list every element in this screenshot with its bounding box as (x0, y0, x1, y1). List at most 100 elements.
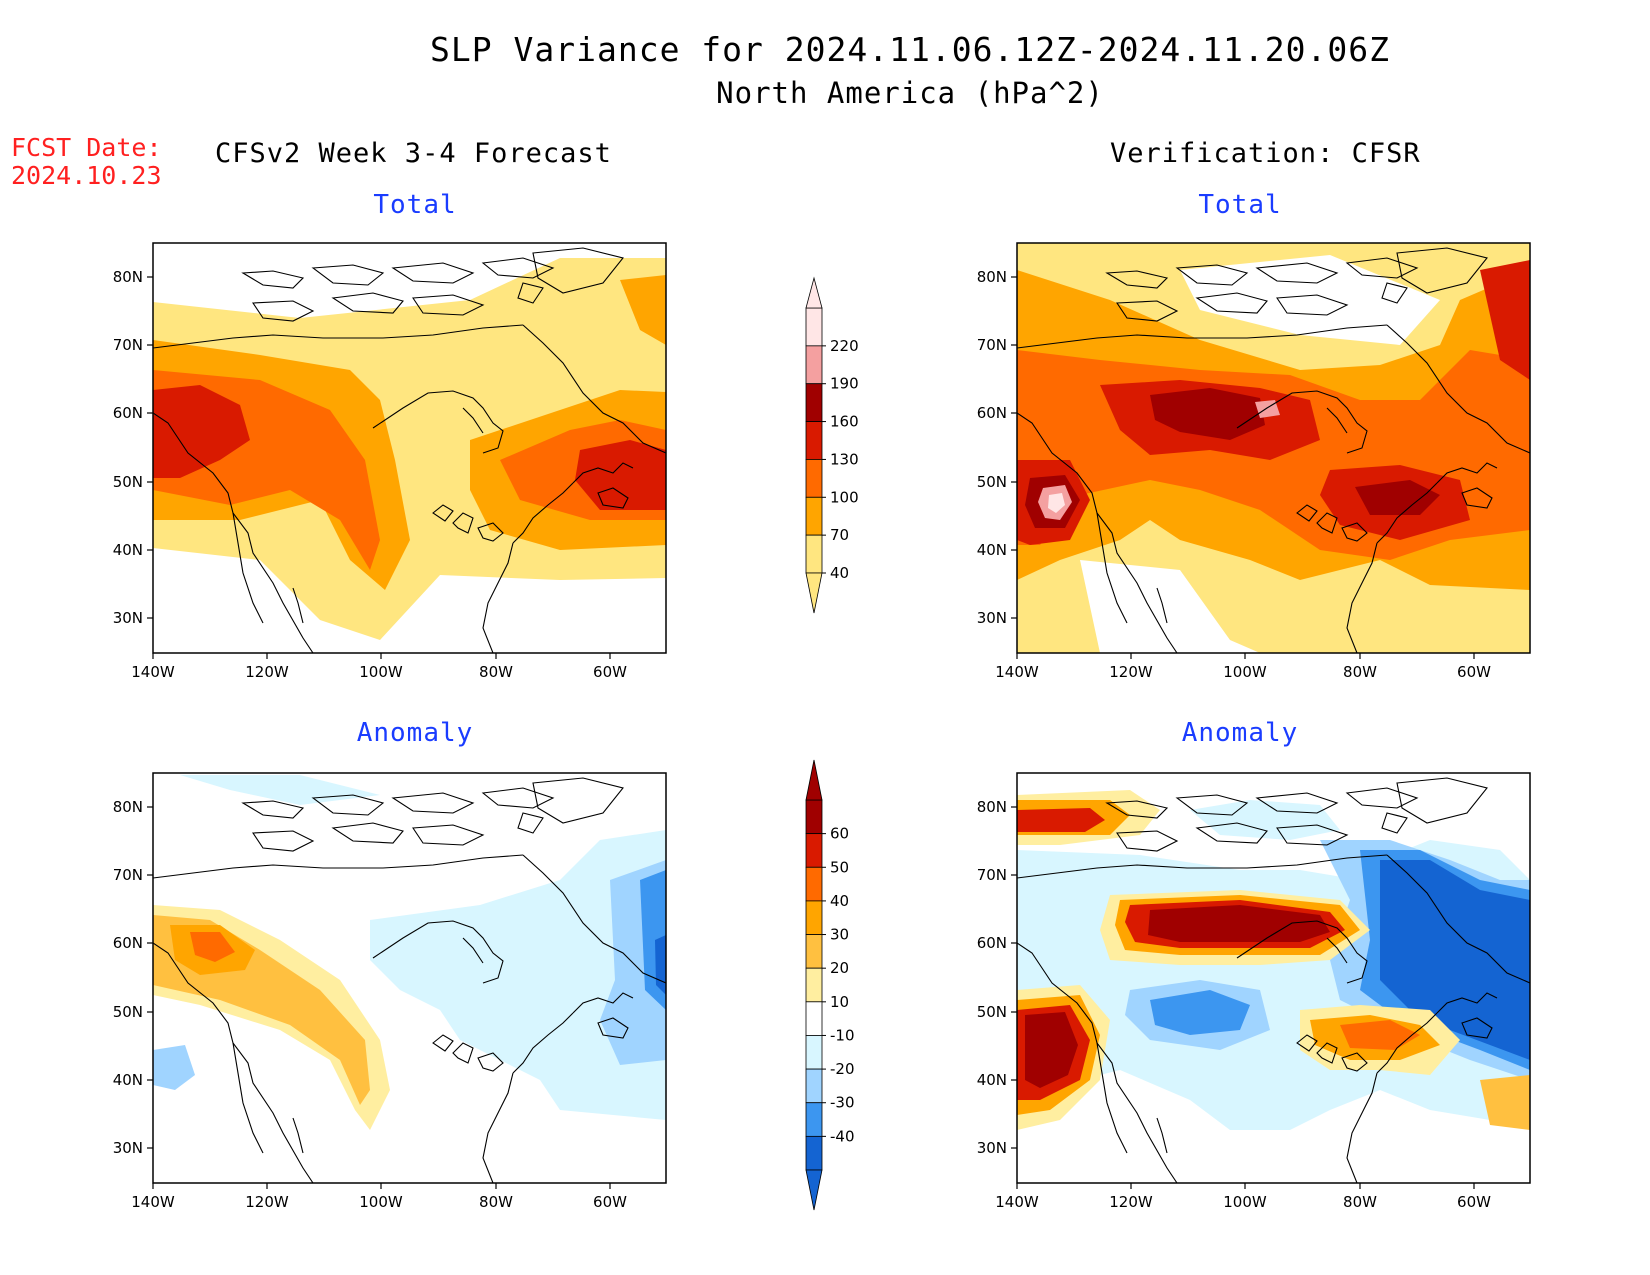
lat-label: 30N (977, 609, 1007, 627)
coastline (1386, 854, 1530, 984)
subtitle: North America (hPa^2) (716, 76, 1104, 110)
island-outline (1175, 794, 1249, 816)
contour-neg10 (370, 830, 666, 1120)
forecast-header: CFSv2 Week 3-4 Forecast (215, 138, 612, 169)
colorbar-swatch (805, 1035, 823, 1070)
contour-neg10 (1190, 800, 1340, 840)
coastline (1096, 512, 1128, 624)
island-outline (532, 247, 624, 294)
coastline (292, 587, 304, 624)
contour-below-40 (1180, 255, 1440, 345)
colorbar-label: 220 (830, 337, 859, 355)
map-frame (1016, 772, 1531, 1184)
coastline (462, 407, 484, 434)
coastline (432, 504, 454, 522)
lat-label: 50N (977, 473, 1007, 491)
island-outline (1105, 800, 1169, 819)
island-outline (1381, 282, 1408, 304)
lon-label: 140W (995, 663, 1039, 681)
colorbar-arrow-bottom (805, 572, 823, 614)
forecast-anomaly-map (153, 773, 666, 1183)
contour-160 (1355, 480, 1440, 515)
lat-label: 40N (977, 541, 1007, 559)
lat-label: 30N (113, 609, 143, 627)
island-outline (1195, 292, 1268, 314)
island-outline (1116, 300, 1179, 322)
colorbar-label: 130 (830, 450, 859, 468)
colorbar-label: 10 (830, 993, 849, 1011)
axis-labels: 80N 70N 60N 50N 40N 30N 140W 120W 100W 80W 60W 80N 7… (113, 268, 1491, 1211)
coastline (597, 1017, 629, 1039)
colorbar-label: -40 (830, 1127, 855, 1145)
colorbar-label: -10 (830, 1026, 855, 1044)
contour-40 (153, 258, 666, 640)
forecast-total-title: Total (373, 190, 457, 220)
anomaly-colorbar: 60 50 40 30 20 10 -10 -20 -30 -40 (805, 759, 855, 1211)
coastline-forecast-anomaly (153, 777, 666, 1183)
lat-label: 40N (113, 541, 143, 559)
island-outline (331, 292, 404, 314)
coastline (232, 1042, 264, 1154)
contour-50 (1017, 808, 1105, 832)
contour-neg10 (180, 775, 380, 805)
lat-label: 60N (977, 404, 1007, 422)
fcst-date-label: FCST Date: (11, 133, 162, 162)
forecast-anomaly-title: Anomaly (356, 718, 474, 748)
contour-130 (153, 385, 250, 478)
island-outline (241, 270, 305, 289)
colorbar-label: -30 (830, 1094, 855, 1112)
coastline (1376, 1012, 1438, 1074)
coastline (432, 1034, 454, 1052)
island-outline (1396, 777, 1488, 824)
contour-40 (1340, 1020, 1420, 1050)
colorbar-arrow-top (805, 759, 823, 801)
colorbar-swatch (805, 307, 823, 347)
island-outline (1105, 270, 1169, 289)
lat-label: 70N (113, 866, 143, 884)
contour-20 (1480, 1075, 1530, 1130)
island-outline (391, 262, 475, 284)
coastline (452, 512, 474, 534)
lat-label: 40N (977, 1071, 1007, 1089)
island-outline (1276, 294, 1349, 316)
main-title: SLP Variance for 2024.11.06.12Z-2024.11.… (430, 30, 1390, 69)
map-frame (152, 242, 667, 654)
coastline (1316, 1042, 1338, 1064)
lat-label: 30N (113, 1139, 143, 1157)
lat-label: 80N (113, 268, 143, 286)
colorbar-swatch (805, 345, 823, 385)
coastline (1156, 1117, 1168, 1154)
map-frame (152, 772, 667, 1184)
coastline (153, 854, 524, 879)
island-outline (1381, 812, 1408, 834)
contour-130 (1480, 260, 1530, 380)
coastline-forecast-total (153, 247, 666, 653)
island-outline (241, 800, 305, 819)
coastline (1236, 920, 1368, 984)
verification-anomaly-title: Anomaly (1181, 718, 1299, 748)
colorbar-swatch (805, 866, 823, 902)
colorbar-label: 20 (830, 959, 849, 977)
colorbar-swatch (805, 534, 823, 574)
island-outline (481, 257, 555, 279)
lon-label: 100W (359, 1193, 403, 1211)
coastline (1236, 390, 1368, 454)
lat-label: 70N (977, 336, 1007, 354)
coastline (1341, 522, 1368, 542)
island-outline (1255, 792, 1339, 814)
coastline (462, 937, 484, 964)
lat-label: 80N (977, 798, 1007, 816)
contour-130 (575, 440, 666, 510)
lon-label: 140W (131, 663, 175, 681)
island-outline (1345, 787, 1419, 809)
lat-label: 80N (113, 798, 143, 816)
lon-label: 120W (245, 663, 289, 681)
verification-header: Verification: CFSR (1110, 138, 1421, 169)
coastline (153, 324, 524, 349)
colorbar-label: 30 (830, 926, 849, 944)
island-outline (311, 794, 385, 816)
colorbar-label: 100 (830, 488, 859, 506)
coastline (522, 854, 666, 984)
colorbar-arrow-bottom (805, 1169, 823, 1211)
coastline (232, 512, 264, 624)
